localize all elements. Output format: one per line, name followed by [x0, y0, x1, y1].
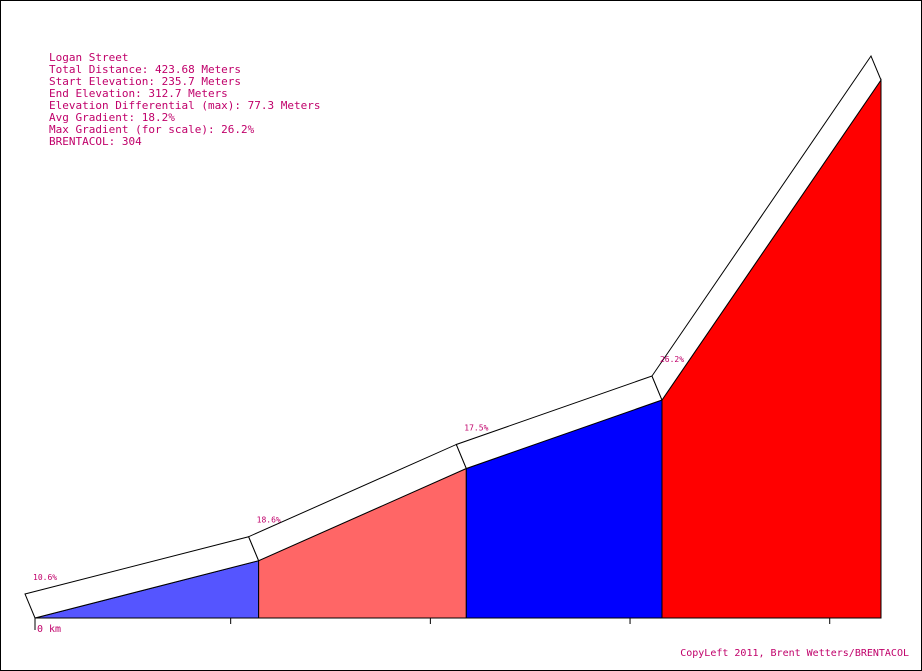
info-block: Logan Street Total Distance: 423.68 Mete… — [49, 51, 321, 148]
x-axis: 0 km — [34, 617, 881, 635]
start-elevation-text: Start Elevation: 235.7 Meters — [49, 75, 241, 88]
end-elevation-text: End Elevation: 312.7 Meters — [49, 87, 228, 100]
total-distance-text: Total Distance: 423.68 Meters — [49, 63, 241, 76]
elevation-differential-text: Elevation Differential (max): 77.3 Meter… — [49, 99, 321, 112]
gradient-label-2: 18.6% — [257, 516, 281, 525]
x-axis-start-label: 0 km — [37, 624, 61, 635]
gradient-labels: 10.6% 18.6% 17.5% 26.2% — [33, 355, 684, 582]
gradient-label-3: 17.5% — [464, 423, 488, 432]
copyright-text: CopyLeft 2011, Brent Wetters/BRENTACOL — [680, 648, 909, 659]
route-title: Logan Street — [49, 51, 128, 64]
brentacol-score-text: BRENTACOL: 304 — [49, 135, 142, 148]
road-band — [24, 54, 882, 619]
max-gradient-text: Max Gradient (for scale): 26.2% — [49, 123, 255, 136]
road-band-segment-4 — [651, 54, 882, 402]
x-axis-ticks — [34, 618, 831, 630]
gradient-label-1: 10.6% — [33, 573, 57, 582]
gradient-label-4: 26.2% — [660, 355, 684, 364]
avg-gradient-text: Avg Gradient: 18.2% — [49, 111, 175, 124]
